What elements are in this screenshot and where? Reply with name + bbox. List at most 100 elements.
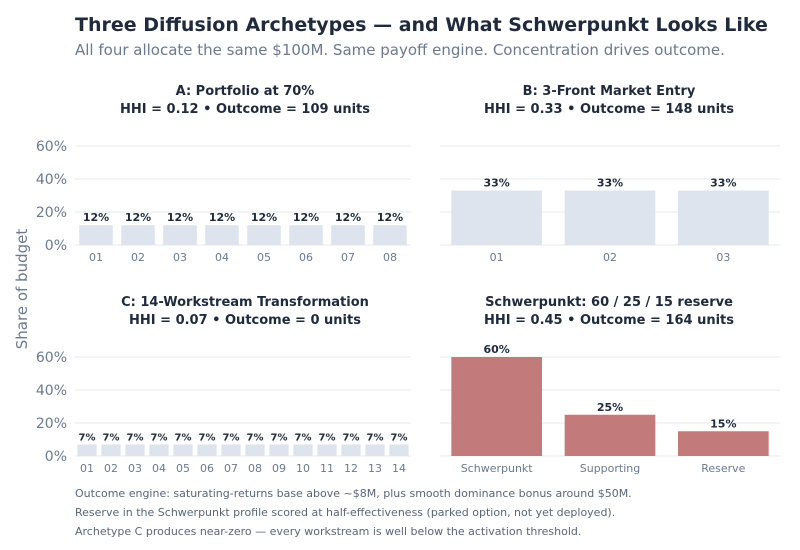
x-tick-label: Schwerpunkt: [461, 462, 534, 475]
bar-value-label: 7%: [175, 432, 192, 443]
x-tick-label: 03: [173, 251, 187, 264]
bar: [269, 444, 289, 456]
x-tick-label: 08: [248, 462, 262, 475]
bar: [149, 444, 169, 456]
bar-value-label: 12%: [251, 211, 277, 224]
bar-value-label: 7%: [271, 432, 288, 443]
x-tick-label: 01: [490, 251, 504, 264]
x-tick-label: 08: [383, 251, 397, 264]
bar-value-label: 60%: [483, 343, 509, 356]
bar: [564, 414, 656, 456]
panel-title: B: 3-Front Market Entry: [523, 84, 696, 99]
bar: [163, 225, 197, 245]
panel-subtitle: HHI = 0.45 • Outcome = 164 units: [484, 313, 734, 328]
x-tick-label: 11: [320, 462, 334, 475]
panel-subtitle: HHI = 0.33 • Outcome = 148 units: [484, 102, 734, 117]
bar: [293, 444, 313, 456]
x-tick-label: 05: [257, 251, 271, 264]
bar-value-label: 33%: [597, 177, 623, 190]
x-tick-label: 01: [80, 462, 94, 475]
panel-title: Schwerpunkt: 60 / 25 / 15 reserve: [485, 295, 733, 310]
bar: [221, 444, 241, 456]
bar-value-label: 12%: [377, 211, 403, 224]
bar: [79, 225, 113, 245]
panel-subtitle: HHI = 0.07 • Outcome = 0 units: [129, 313, 361, 328]
x-tick-label: 12: [344, 462, 358, 475]
bar: [365, 444, 385, 456]
x-tick-label: 14: [392, 462, 406, 475]
bar: [245, 444, 265, 456]
bar-value-label: 7%: [343, 432, 360, 443]
bar-value-label: 7%: [127, 432, 144, 443]
bar: [125, 444, 145, 456]
x-tick-label: 01: [89, 251, 103, 264]
bar-value-label: 15%: [710, 417, 736, 430]
bar: [173, 444, 193, 456]
x-tick-label: 02: [603, 251, 617, 264]
bar-value-label: 12%: [293, 211, 319, 224]
bar: [678, 190, 769, 245]
bar: [121, 225, 155, 245]
footnote-1: Outcome engine: saturating-returns base …: [75, 487, 632, 500]
bar-value-label: 7%: [319, 432, 336, 443]
chart-title: Three Diffusion Archetypes — and What Sc…: [75, 14, 768, 36]
x-tick-label: 09: [272, 462, 286, 475]
x-tick-label: 07: [224, 462, 238, 475]
x-tick-label: 05: [176, 462, 190, 475]
bar: [678, 431, 769, 456]
x-tick-label: 03: [128, 462, 142, 475]
bar: [77, 444, 97, 456]
bar-value-label: 7%: [79, 432, 96, 443]
y-tick-label: 60%: [36, 139, 67, 155]
bar-value-label: 7%: [391, 432, 408, 443]
bar-value-label: 7%: [199, 432, 216, 443]
bar: [564, 190, 656, 245]
bar: [205, 225, 239, 245]
y-tick-label: 20%: [36, 205, 67, 221]
y-tick-label: 0%: [45, 238, 67, 254]
bar: [317, 444, 337, 456]
x-tick-label: 04: [152, 462, 166, 475]
bar: [101, 444, 121, 456]
footnote-2: Reserve in the Schwerpunkt profile score…: [75, 506, 616, 519]
bar-value-label: 7%: [367, 432, 384, 443]
bar-value-label: 33%: [483, 177, 509, 190]
y-tick-label: 60%: [36, 350, 67, 366]
chart-subtitle: All four allocate the same $100M. Same p…: [75, 41, 725, 59]
x-tick-label: Supporting: [580, 462, 641, 475]
y-tick-label: 40%: [36, 383, 67, 399]
bar-value-label: 7%: [295, 432, 312, 443]
x-tick-label: 07: [341, 251, 355, 264]
bar-value-label: 7%: [247, 432, 264, 443]
x-tick-label: Reserve: [701, 462, 745, 475]
x-tick-label: 06: [200, 462, 214, 475]
bar-value-label: 33%: [710, 177, 736, 190]
bar-value-label: 25%: [597, 401, 623, 414]
panel-subtitle: HHI = 0.12 • Outcome = 109 units: [120, 102, 370, 117]
bar-value-label: 7%: [103, 432, 120, 443]
bar: [451, 190, 542, 245]
bar-value-label: 12%: [83, 211, 109, 224]
panel-title: A: Portfolio at 70%: [176, 84, 315, 99]
bar: [289, 225, 323, 245]
bar: [197, 444, 217, 456]
x-tick-label: 04: [215, 251, 229, 264]
x-tick-label: 03: [716, 251, 730, 264]
bar: [389, 444, 409, 456]
bar-value-label: 7%: [223, 432, 240, 443]
x-tick-label: 02: [104, 462, 118, 475]
bar-value-label: 7%: [151, 432, 168, 443]
x-tick-label: 06: [299, 251, 313, 264]
bar: [341, 444, 361, 456]
y-tick-label: 0%: [45, 449, 67, 465]
y-tick-label: 20%: [36, 416, 67, 432]
x-tick-label: 13: [368, 462, 382, 475]
bar: [451, 357, 542, 456]
footnote-3: Archetype C produces near-zero — every w…: [75, 525, 582, 538]
bar: [373, 225, 407, 245]
bar-value-label: 12%: [209, 211, 235, 224]
panel-title: C: 14-Workstream Transformation: [121, 295, 369, 310]
bar-value-label: 12%: [335, 211, 361, 224]
x-tick-label: 02: [131, 251, 145, 264]
